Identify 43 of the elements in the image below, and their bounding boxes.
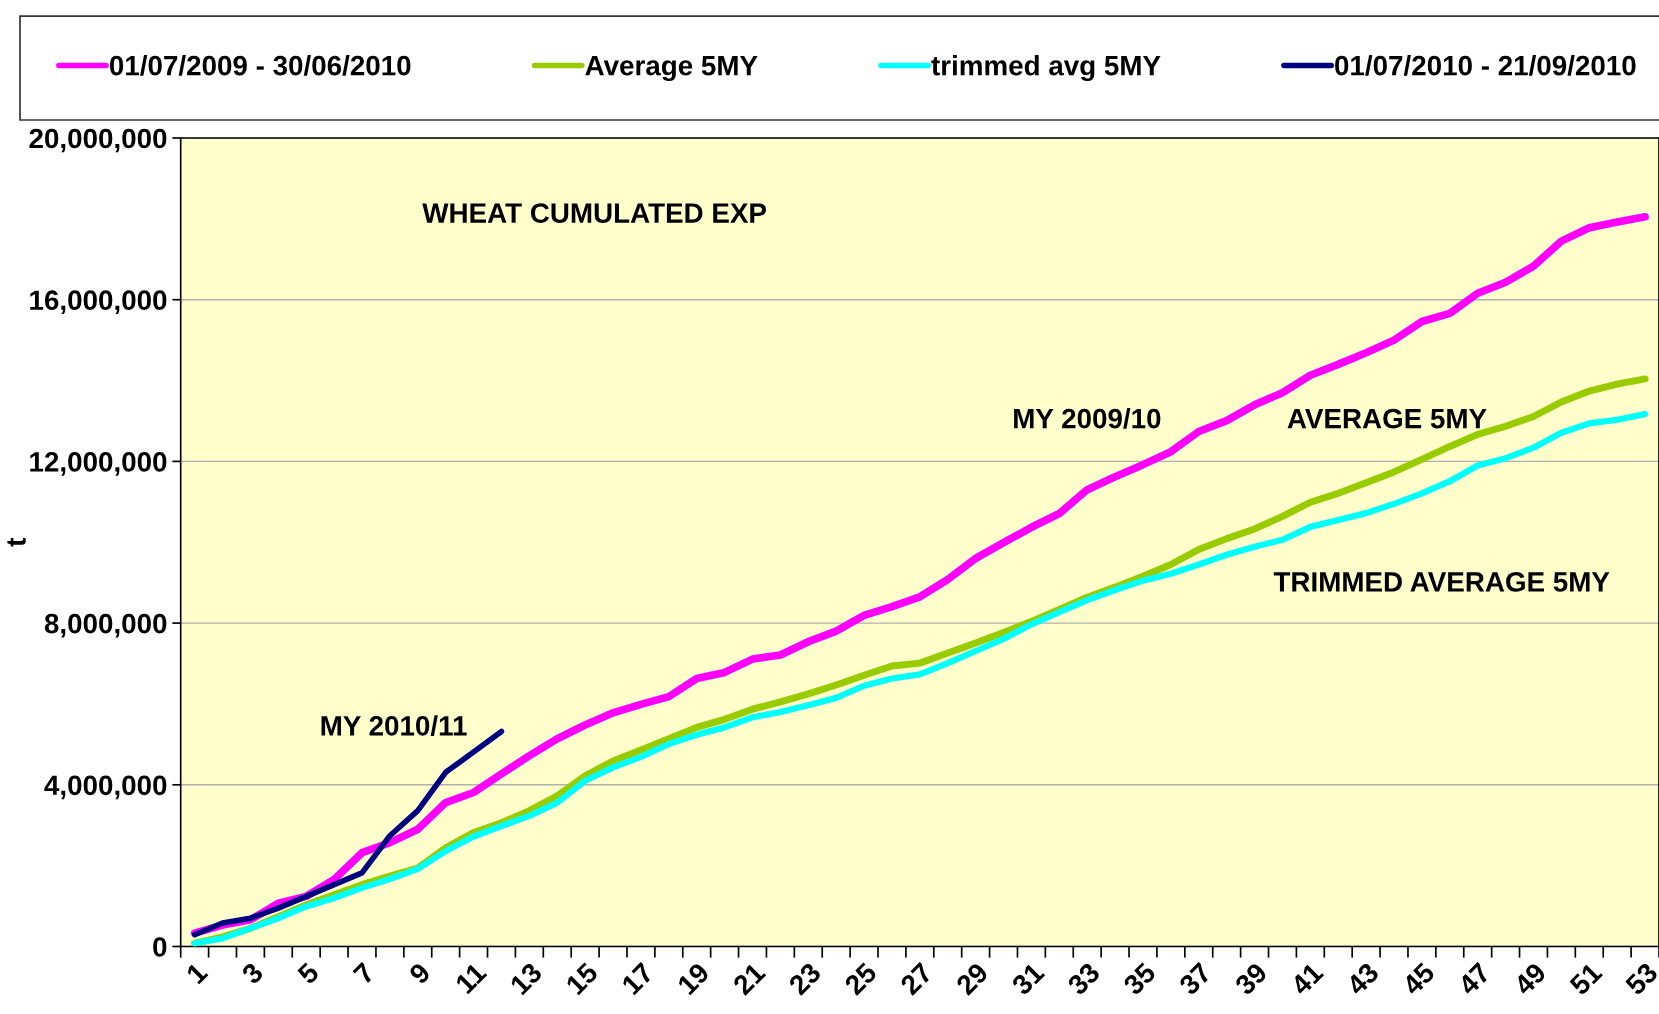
text: WHEAT CUMULATED EXP	[422, 203, 766, 223]
annotation: AVERAGE 5MY	[1287, 408, 1487, 429]
x-tick-label: 47	[1456, 961, 1492, 997]
y-tick-label: 4,000,000	[44, 775, 167, 800]
y-tick-label: 12,000,000	[30, 452, 167, 476]
x-tick-label: 35	[1122, 961, 1157, 997]
x-tick-label: 3	[240, 961, 265, 986]
annotation: MY 2009/10	[1014, 408, 1161, 429]
x-tick-label: 33	[1066, 961, 1101, 997]
y-tick-label: 20,000,000	[29, 128, 167, 153]
x-tick-label: 15	[565, 961, 600, 996]
x-tick-label: 11	[454, 961, 488, 995]
x-tick-label: 7	[352, 961, 376, 985]
y-tick-label: 0	[153, 937, 167, 957]
x-tick-label: 19	[676, 961, 711, 996]
x-tick-label: 23	[787, 961, 823, 997]
legend-label: 01/07/2010 - 21/09/2010	[1335, 55, 1636, 76]
x-tick-label: 13	[509, 961, 544, 996]
x-tick-label: 29	[954, 961, 990, 996]
x-tick-label: 51	[1568, 961, 1604, 997]
x-tick-label: 31	[1010, 961, 1046, 997]
x-tick-label: 43	[1345, 961, 1380, 997]
x-tick-label: 49	[1512, 961, 1548, 997]
x-tick-label: 1	[185, 961, 209, 985]
x-tick-label: 53	[1624, 961, 1659, 997]
x-tick-label: 5	[296, 961, 321, 986]
y-tick-label: 8,000,000	[44, 613, 167, 638]
legend-label: 01/07/2009 - 30/06/2010	[109, 55, 411, 76]
x-tick-label: 21	[731, 961, 767, 996]
annotation: MY 2010/11	[321, 715, 467, 736]
annotation: TRIMMED AVERAGE 5MY	[1273, 572, 1610, 592]
y-tick-label: 16,000,000	[30, 290, 167, 315]
y-axis-title: t	[7, 537, 26, 547]
x-tick-label: 45	[1401, 961, 1436, 997]
x-tick-label: 41	[1289, 961, 1325, 997]
x-tick-label: 39	[1233, 961, 1269, 997]
x-tick-label: 27	[899, 961, 934, 996]
legend-label: trimmed avg 5MY	[931, 55, 1161, 82]
x-tick-label: 25	[843, 961, 878, 996]
x-tick-label: 37	[1177, 961, 1213, 997]
legend-label: Average 5MY	[585, 56, 758, 82]
x-tick-label: 17	[621, 961, 655, 996]
x-tick-label: 9	[408, 961, 432, 986]
